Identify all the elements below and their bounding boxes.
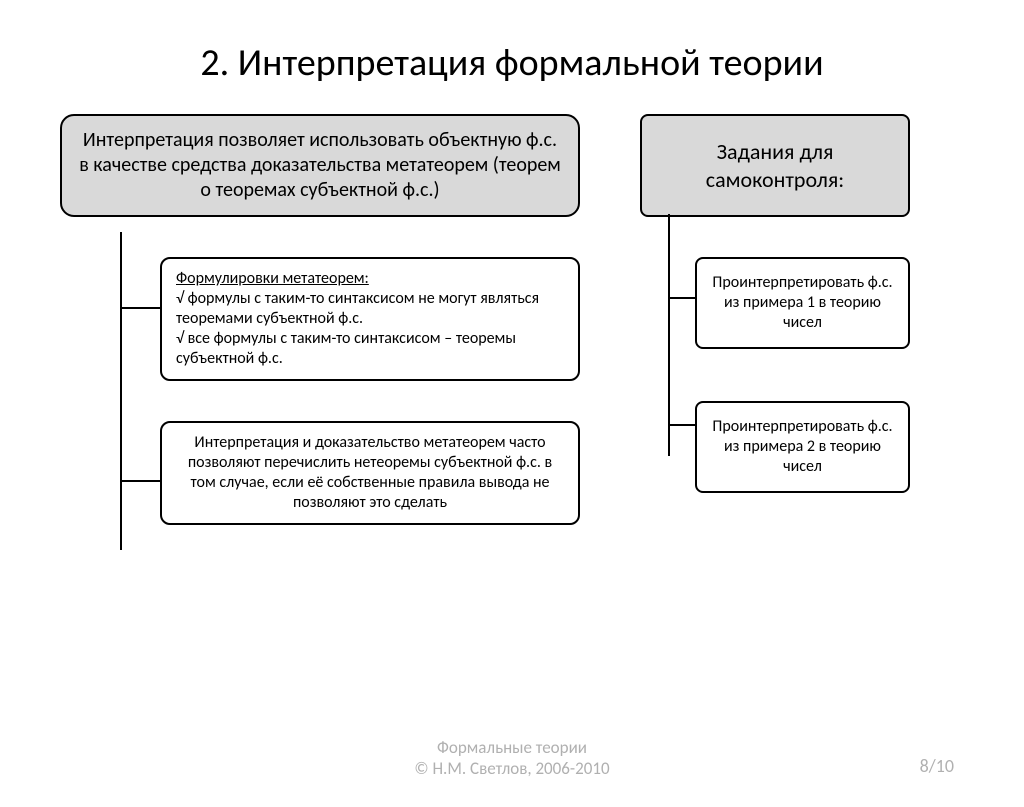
connector bbox=[668, 297, 695, 299]
footer-line-1: Формальные теории bbox=[437, 737, 587, 758]
slide-title: 2. Интерпретация формальной теории bbox=[0, 40, 1024, 86]
left-child-2: Интерпретация и доказательство метатеоре… bbox=[160, 421, 580, 525]
connector bbox=[120, 480, 160, 482]
connector bbox=[120, 232, 122, 550]
left-column: Интерпретация позволяет использовать объ… bbox=[60, 114, 580, 565]
connector bbox=[120, 307, 160, 309]
right-task-1: Проинтерпретировать ф.с. из примера 1 в … bbox=[695, 257, 910, 349]
right-task-2: Проинтерпретировать ф.с. из примера 2 в … bbox=[695, 401, 910, 493]
connector bbox=[668, 424, 695, 426]
child1-line2: √ все формулы с таким-то синтаксисом – т… bbox=[176, 329, 516, 368]
content-area: Интерпретация позволяет использовать объ… bbox=[0, 114, 1024, 565]
connector bbox=[668, 214, 670, 456]
left-child-1: Формулировки метатеорем: √ формулы с так… bbox=[160, 257, 580, 381]
left-header-box: Интерпретация позволяет использовать объ… bbox=[60, 114, 580, 217]
child1-title: Формулировки метатеорем: bbox=[176, 269, 369, 288]
right-header-box: Задания для самоконтроля: bbox=[640, 114, 910, 217]
page-number: 8/10 bbox=[920, 755, 954, 777]
right-column: Задания для самоконтроля: Проинтерпретир… bbox=[640, 114, 910, 565]
footer: Формальные теории © Н.М. Светлов, 2006-2… bbox=[0, 737, 1024, 780]
footer-line-2: © Н.М. Светлов, 2006-2010 bbox=[414, 758, 609, 779]
child1-line1: √ формулы с таким-то синтаксисом не могу… bbox=[176, 289, 539, 328]
